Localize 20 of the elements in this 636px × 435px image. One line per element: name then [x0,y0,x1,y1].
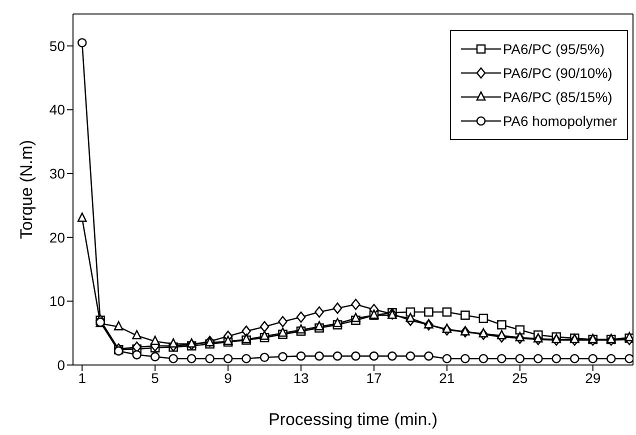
x-tick-label: 25 [512,370,528,386]
x-tick-label: 13 [293,370,310,386]
x-tick-label: 17 [366,370,382,386]
x-tick-label: 29 [585,370,601,386]
y-tick-label: 40 [49,102,66,118]
y-tick-label: 30 [49,166,66,182]
legend-label: PA6/PC (90/10%) [502,65,612,81]
y-tick-label: 0 [57,356,66,373]
legend-label: PA6/PC (85/15%) [502,89,612,105]
y-axis-title: Torque (N.m) [17,140,36,240]
x-tick-label: 5 [151,370,160,386]
y-tick-label: 10 [49,293,66,310]
x-axis-title: Processing time (min.) [268,410,438,429]
y-tick-label: 20 [49,229,66,246]
x-tick-label: 9 [224,370,232,386]
x-tick-label: 1 [78,370,86,386]
legend-label: PA6 homopolymer [502,113,617,129]
y-tick-label: 50 [49,38,66,54]
legend-label: PA6/PC (95/5%) [502,41,605,57]
x-tick-label: 21 [439,370,455,386]
